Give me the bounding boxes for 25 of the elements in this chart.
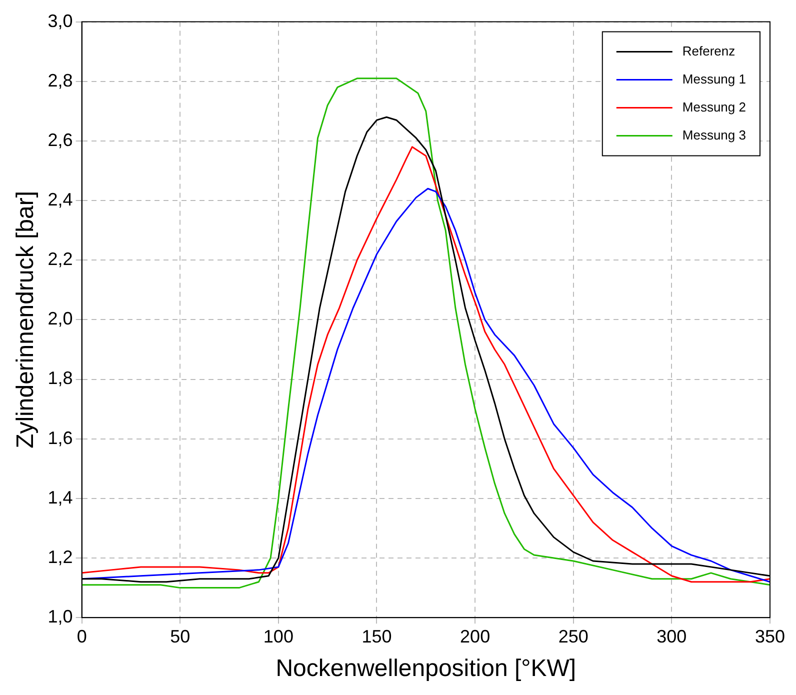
x-tick-label: 0 [76, 626, 87, 646]
x-axis-title: Nockenwellenposition [°KW] [276, 655, 576, 682]
x-tick-label: 100 [263, 626, 294, 646]
y-tick-label: 2,6 [48, 130, 73, 150]
x-tick-label: 300 [656, 626, 687, 646]
x-tick-label: 150 [362, 626, 392, 646]
legend-label: Messung 3 [682, 127, 746, 142]
y-tick-label: 1,2 [48, 546, 73, 567]
y-tick-label: 1,6 [48, 428, 73, 448]
x-tick-label: 350 [754, 626, 786, 646]
y-tick-label: 2,4 [48, 190, 73, 210]
y-tick-label: 3,0 [48, 10, 73, 31]
y-tick-label: 2,0 [48, 308, 73, 329]
y-tick-label: 2,2 [48, 249, 73, 270]
x-tick-label: 250 [558, 626, 588, 646]
x-tick-label: 50 [170, 626, 190, 646]
y-tick-label: 1,0 [48, 606, 73, 627]
y-tick-label: 1,4 [48, 487, 73, 508]
legend-label: Messung 1 [682, 71, 746, 86]
y-axis-title: Zylinderinnendruck [bar] [12, 190, 40, 448]
legend-label: Referenz [682, 43, 736, 58]
x-tick-label: 200 [460, 626, 490, 646]
y-tick-label: 1,8 [48, 368, 73, 388]
y-tick-label: 2,8 [48, 70, 73, 90]
legend-label: Messung 2 [682, 99, 746, 114]
